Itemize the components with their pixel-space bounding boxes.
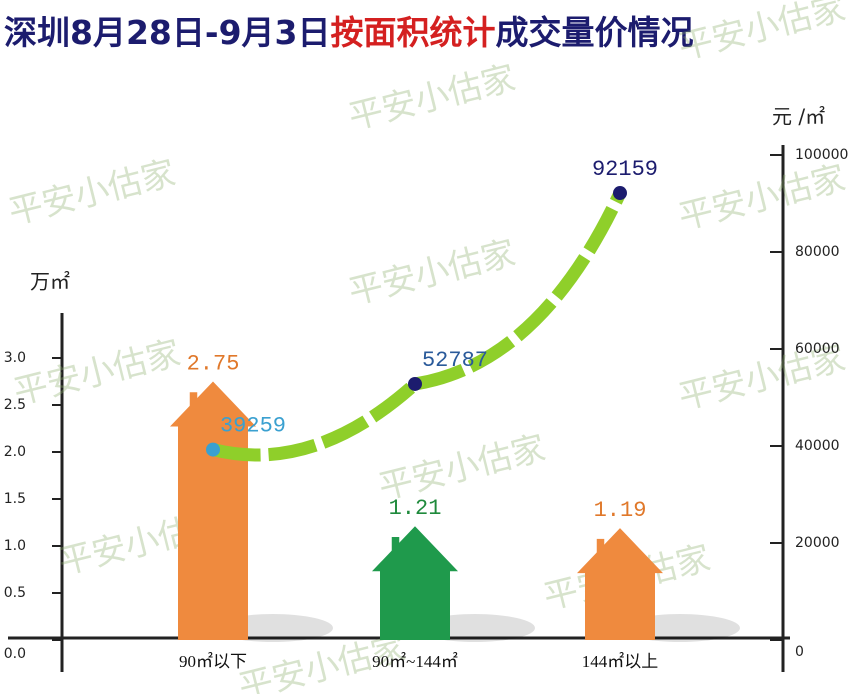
y2-tick-label: 60000: [795, 341, 840, 357]
x-tick-label: 90㎡以下: [179, 652, 247, 671]
watermark: 平安小估家: [5, 153, 180, 233]
data-label: 92159: [592, 157, 658, 182]
y2-axis-label: 元 /㎡: [772, 105, 825, 129]
line-marker: [206, 442, 220, 457]
bar: [170, 381, 256, 640]
data-label: 2.75: [187, 351, 240, 376]
watermark: 平安小估家: [345, 233, 520, 313]
y-tick-label: 1.0: [4, 538, 26, 554]
line-marker: [613, 186, 627, 201]
y2-tick-label: 40000: [795, 438, 840, 454]
watermark: 平安小估家: [675, 0, 850, 68]
y-tick-label: 2.0: [4, 444, 26, 460]
y2-tick-label: 20000: [795, 535, 840, 551]
line-marker: [408, 376, 422, 391]
x-tick-label: 144㎡以上: [582, 652, 659, 671]
watermark: 平安小估家: [345, 58, 520, 138]
y-tick-label: 0.5: [4, 585, 26, 601]
title-part: 成交量价情况: [496, 13, 694, 52]
bar: [372, 526, 458, 640]
title-part: 按面积统计: [331, 13, 496, 52]
data-label: 1.21: [389, 496, 442, 521]
y2-tick-label: 100000: [795, 147, 848, 163]
y-tick-label: 3.0: [4, 350, 26, 366]
watermark: 平安小估家: [675, 158, 850, 238]
data-label: 52787: [422, 348, 488, 373]
y2-tick-label: 0: [795, 644, 804, 660]
line: [211, 190, 626, 462]
x-tick-label: 90㎡~144㎡: [372, 652, 458, 671]
data-label: 39259: [220, 413, 286, 438]
y-tick-label: 1.5: [4, 491, 26, 507]
chart-title: 深圳8月28日-9月3日按面积统计成交量价情况: [4, 13, 694, 52]
y2-tick-label: 80000: [795, 244, 840, 260]
bar: [577, 528, 663, 640]
watermark: 平安小估家: [10, 333, 185, 413]
title-part: 深圳8月28日-9月3日: [4, 13, 331, 52]
y-tick-label: 2.5: [4, 397, 26, 413]
data-label: 1.19: [594, 498, 647, 523]
y-tick-label: 0.0: [4, 646, 26, 662]
y-axis-label: 万㎡: [30, 270, 70, 294]
